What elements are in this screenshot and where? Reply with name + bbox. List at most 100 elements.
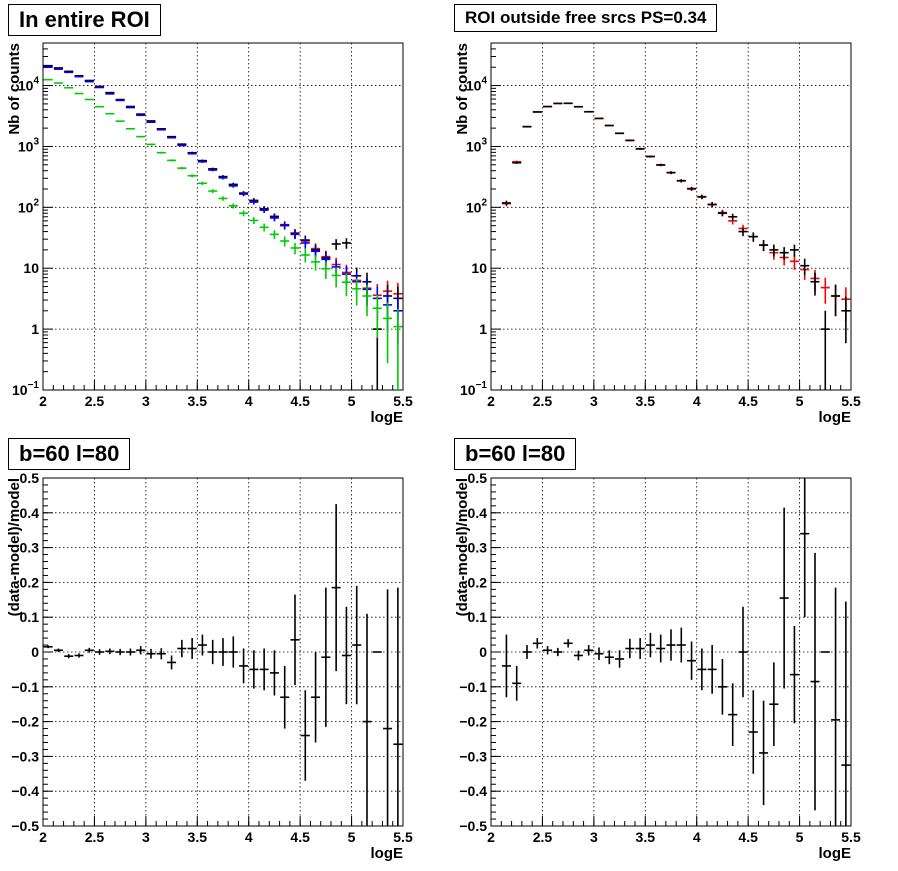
data-point [522,645,532,659]
x-tick-label: 4.5 [738,829,758,845]
data-point [820,277,830,304]
x-tick-label: 5.5 [393,829,413,845]
y-tick-label: −0.3 [11,748,39,764]
series-1 [43,65,403,316]
data-point [512,665,522,701]
data-point [290,594,300,686]
y-tick-label-base: 10 [466,138,482,154]
data-point [522,125,532,128]
x-tick-label: 3 [142,829,150,845]
data-point [208,639,218,665]
data-point [341,606,351,705]
data-point [187,174,197,178]
data-point [341,238,351,249]
data-point [290,230,300,240]
data-point [218,638,228,666]
y-tick-label-exponent: 4 [33,76,39,87]
panel-2-title: ROI outside free srcs PS=0.34 [465,8,707,27]
data-point [676,627,686,663]
x-tick-label: 3.5 [636,829,656,845]
data-point [136,135,146,138]
data-point [759,240,769,252]
data-point [352,278,362,306]
y-tick-label: 0.3 [20,540,40,556]
panel-3: 2 2.5 3 3.5 4 4.5 5 5.5 −0.5 −0.4 −0.3 −0.2 −0.1 0 0.1… [6,470,413,862]
data-point [543,105,553,108]
y-tick-label: −0.5 [11,818,39,834]
y-axis-label: (data-model)/model [6,478,23,616]
y-tick-label: −0.2 [11,714,39,730]
x-tick-label: 2.5 [85,393,105,409]
y-axis-label: Nb of counts [454,43,471,135]
x-axis-label: logE [819,845,852,862]
series-1 [501,102,851,322]
data-point [687,186,697,191]
x-tick-label: 5 [796,829,804,845]
data-point [177,144,187,147]
data-point [789,254,799,270]
y-tick-label: −0.4 [459,783,487,799]
data-point [249,199,259,205]
x-tick-label: 2 [39,829,47,845]
data-point [280,236,290,247]
data-point [125,127,135,130]
data-point [259,207,269,214]
title-box-panel-3: b=60 l=80 [8,438,131,470]
data-point [269,214,279,222]
x-tick-label: 3.5 [188,829,208,845]
data-point [738,227,748,237]
y-tick-label-exponent: 3 [481,136,487,147]
data-point [717,210,727,217]
data-point [125,648,135,656]
data-point [208,168,218,172]
data-point [156,648,166,660]
data-point [789,244,799,257]
data-point [95,86,105,89]
x-axis-label: logE [371,409,404,426]
data-point [95,105,105,108]
data-point [290,242,300,255]
data-point [146,120,156,122]
data-point [105,91,115,94]
y-tick-label: 0.2 [468,574,488,590]
data-point [573,105,583,108]
series-2 [43,64,403,390]
x-tick-label: 4.5 [290,393,310,409]
data-point [321,587,331,727]
series-3 [43,66,403,344]
y-tick-label-base: 10 [460,382,476,398]
data-point [239,648,249,684]
x-tick-label: 2.5 [85,829,105,845]
data-point [362,284,372,317]
data-point [738,606,748,698]
data-point [810,272,820,296]
x-tick-label: 5 [348,393,356,409]
data-point [635,148,645,150]
data-point [759,700,769,806]
series-2 [501,102,851,390]
panel-3-title: b=60 l=80 [19,441,120,466]
data-point [84,647,94,653]
data-point [311,255,321,271]
panel-1-title: In entire ROI [19,7,150,32]
data-point [563,639,573,648]
data-point [594,647,604,661]
data-point [779,247,789,260]
y-tick-label: 102 [466,197,488,215]
y-tick-label: 103 [18,136,40,154]
data-point [383,589,393,826]
x-tick-label: 3 [142,393,150,409]
y-tick-label-exponent: 2 [481,197,487,208]
x-tick-label: 4 [245,393,253,409]
data-point [105,93,115,95]
data-point [249,217,259,225]
data-point [728,683,738,746]
data-point [831,587,841,826]
data-point [676,179,686,183]
data-point [666,629,676,661]
panel-4-title: b=60 l=80 [465,441,566,466]
data-point [393,308,403,390]
data-point [300,249,310,263]
data-point [543,646,553,655]
